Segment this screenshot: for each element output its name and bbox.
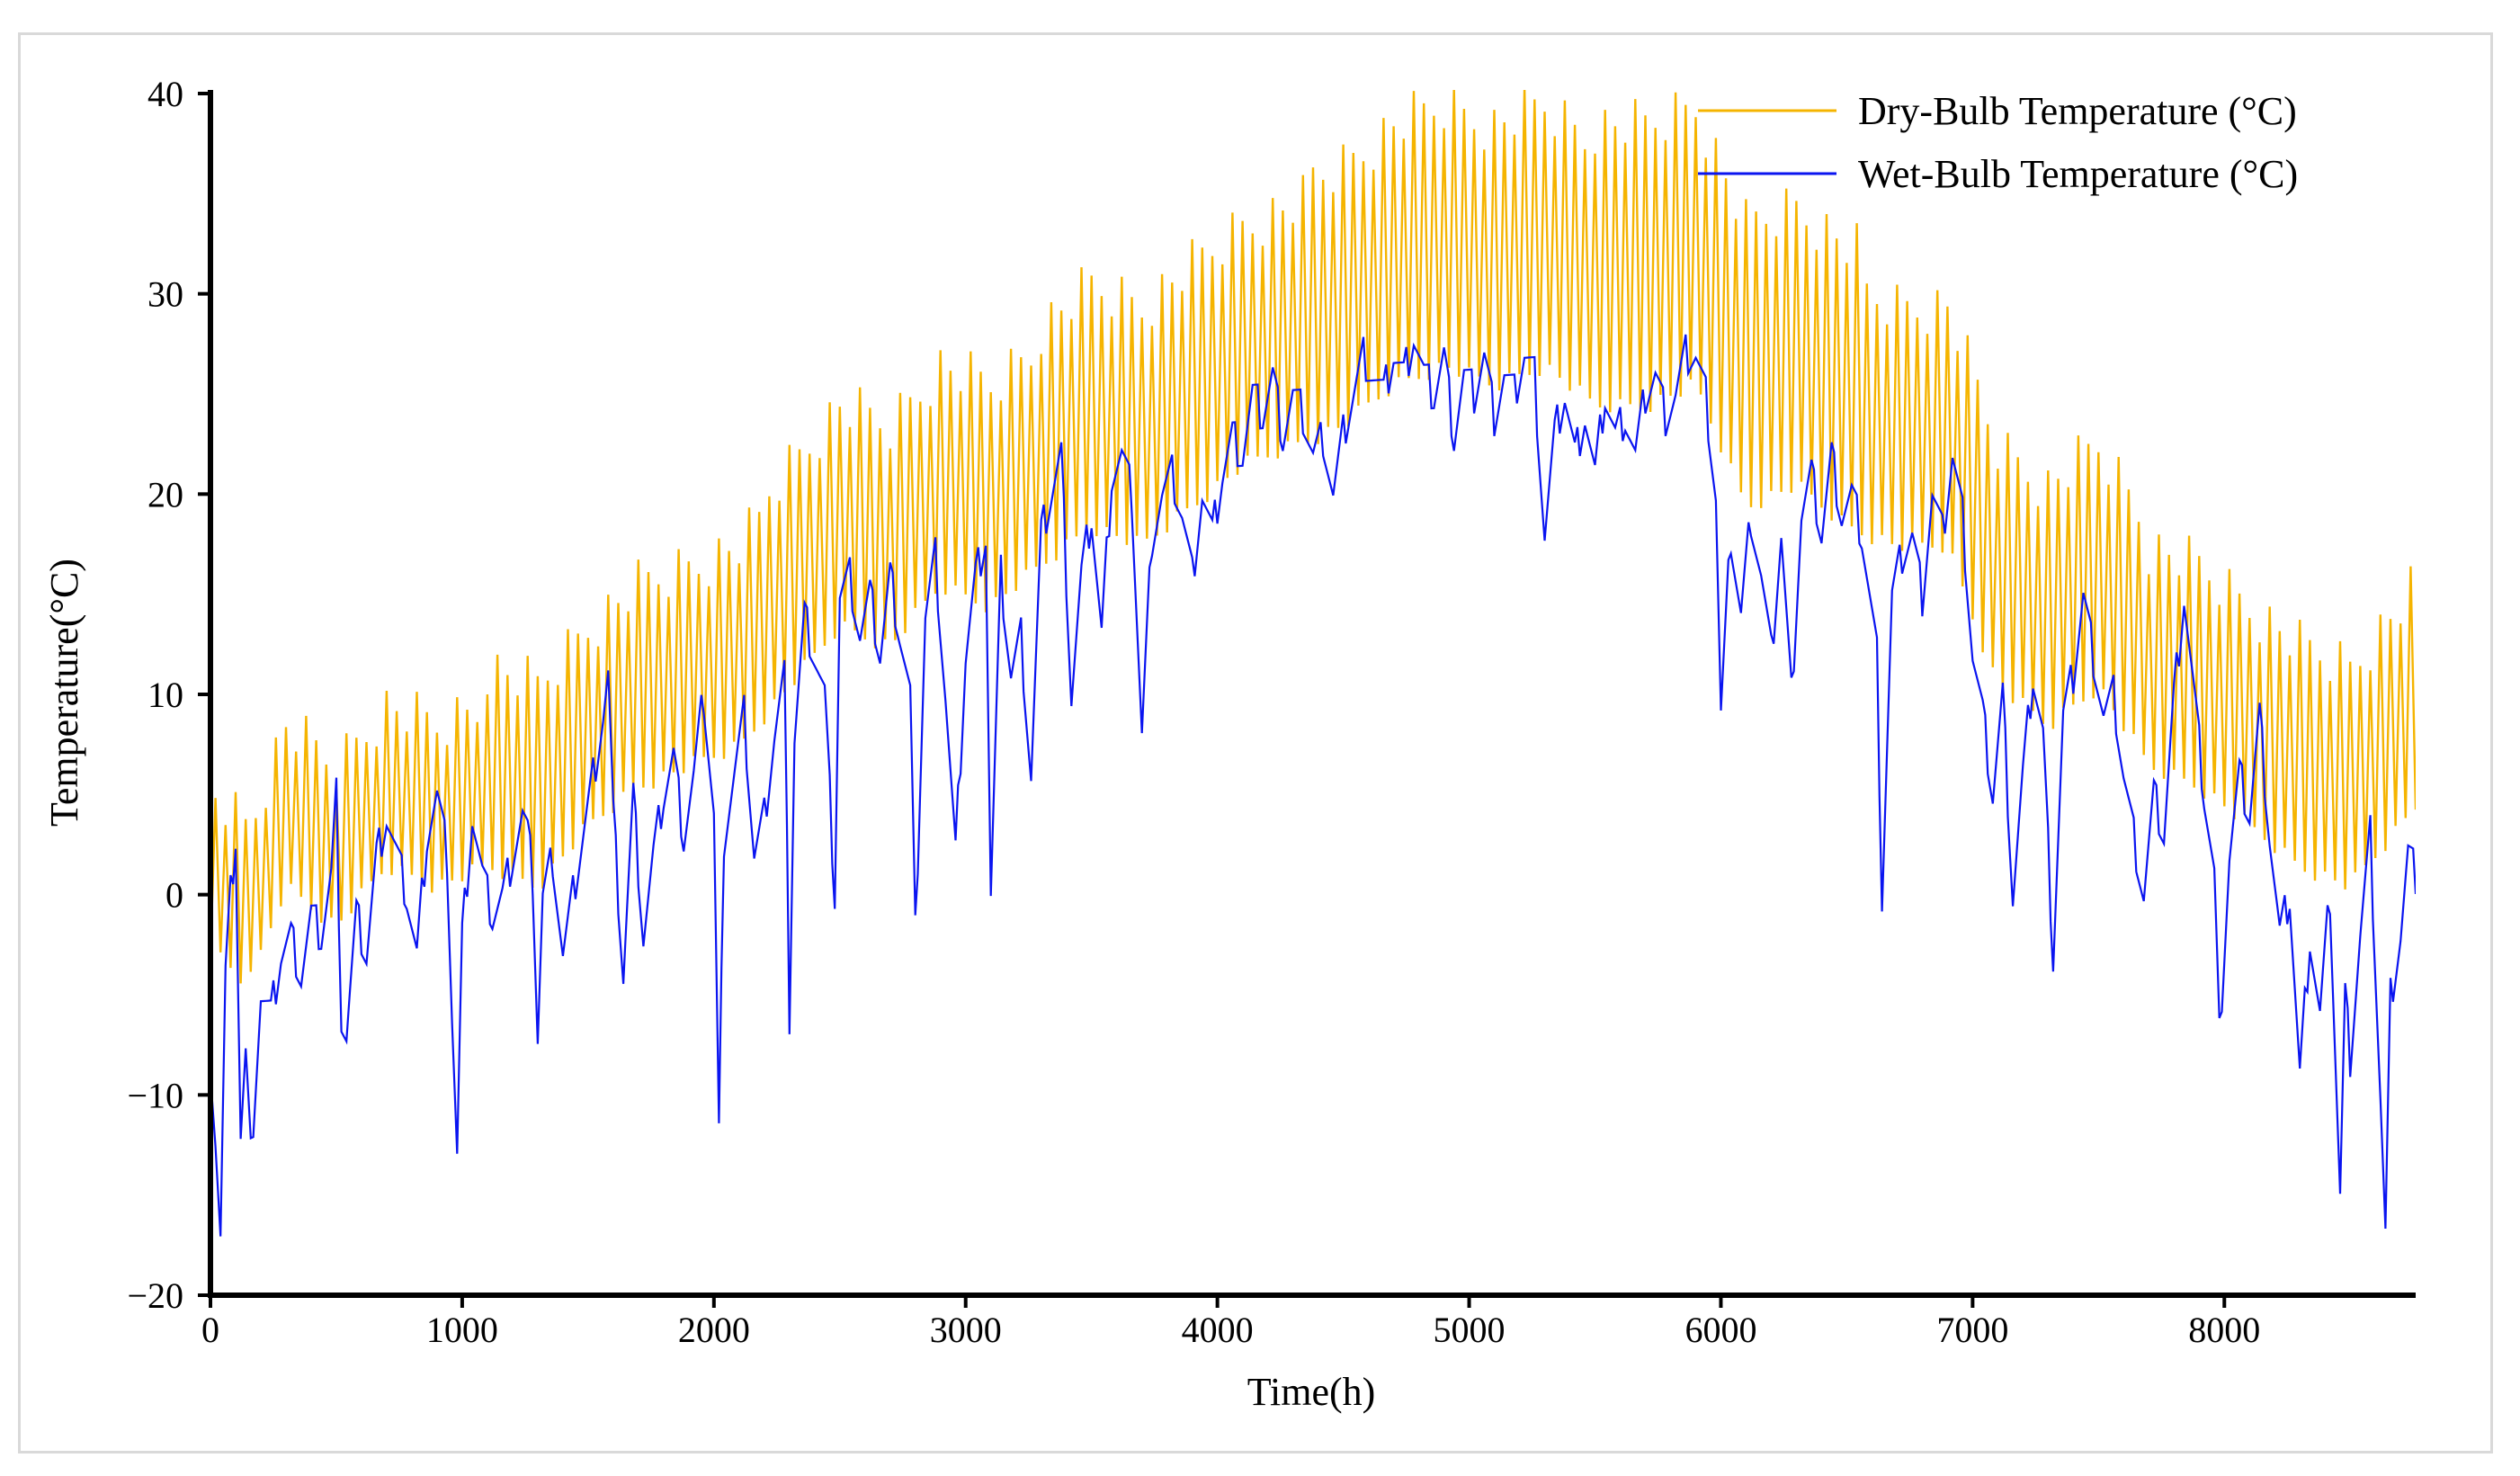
x-tick-label: 7000: [1936, 1310, 2008, 1350]
legend-label-dry-bulb: Dry-Bulb Temperature (°C): [1858, 89, 2297, 133]
y-axis-title: Temperature(°C): [42, 559, 86, 827]
x-tick-label: 6000: [1684, 1310, 1756, 1350]
series-line-dry-bulb: [210, 90, 2416, 984]
x-tick-label: 0: [201, 1310, 219, 1350]
legend-label-wet-bulb: Wet-Bulb Temperature (°C): [1858, 152, 2298, 196]
axes: [198, 90, 2416, 1308]
x-axis-title: Time(h): [1247, 1370, 1376, 1414]
x-tick-label: 3000: [930, 1310, 1002, 1350]
x-tick-label: 4000: [1182, 1310, 1254, 1350]
tick-labels: −20 −10 0 10 20 30 40 0 1000 2000 3000 4000 5000 6000…: [127, 74, 2260, 1350]
x-tick-label: 5000: [1434, 1310, 1506, 1350]
x-tick-label: 1000: [426, 1310, 498, 1350]
y-tick-label: 40: [147, 74, 183, 114]
y-tick-label: −10: [127, 1075, 183, 1115]
series-line-wet-bulb: [210, 334, 2416, 1237]
legend: Dry-Bulb Temperature (°C) Wet-Bulb Tempe…: [1698, 89, 2298, 196]
x-tick-label: 8000: [2188, 1310, 2260, 1350]
y-tick-label: 0: [165, 875, 183, 916]
y-tick-label: 20: [147, 474, 183, 514]
y-tick-label: 30: [147, 274, 183, 315]
y-tick-label: 10: [147, 675, 183, 715]
chart-frame: [18, 32, 2493, 1454]
series-layer: [210, 90, 2416, 1237]
x-tick-label: 2000: [678, 1310, 750, 1350]
y-tick-label: −20: [127, 1275, 183, 1316]
